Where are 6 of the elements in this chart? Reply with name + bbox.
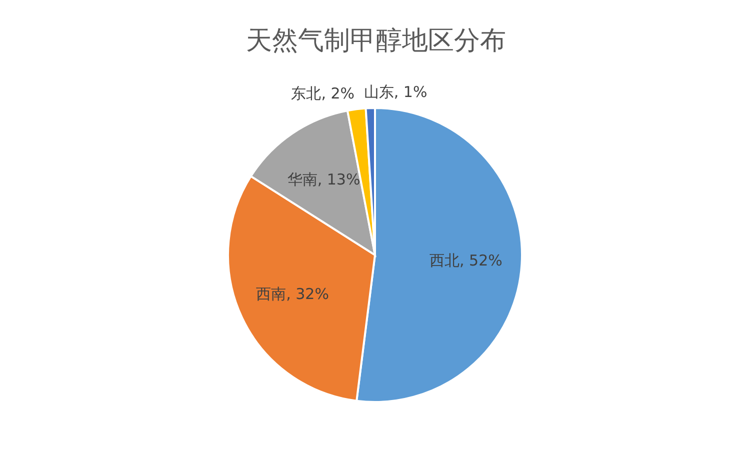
slice-label: 西南, 32% <box>256 284 329 303</box>
slice-label: 山东, 1% <box>364 83 428 102</box>
slice-label: 华南, 13% <box>287 170 360 189</box>
slice-label: 东北, 2% <box>291 84 355 102</box>
slice-label: 西北, 52% <box>430 252 502 270</box>
chart-title: 天然气制甲醇地区分布 <box>246 26 506 56</box>
